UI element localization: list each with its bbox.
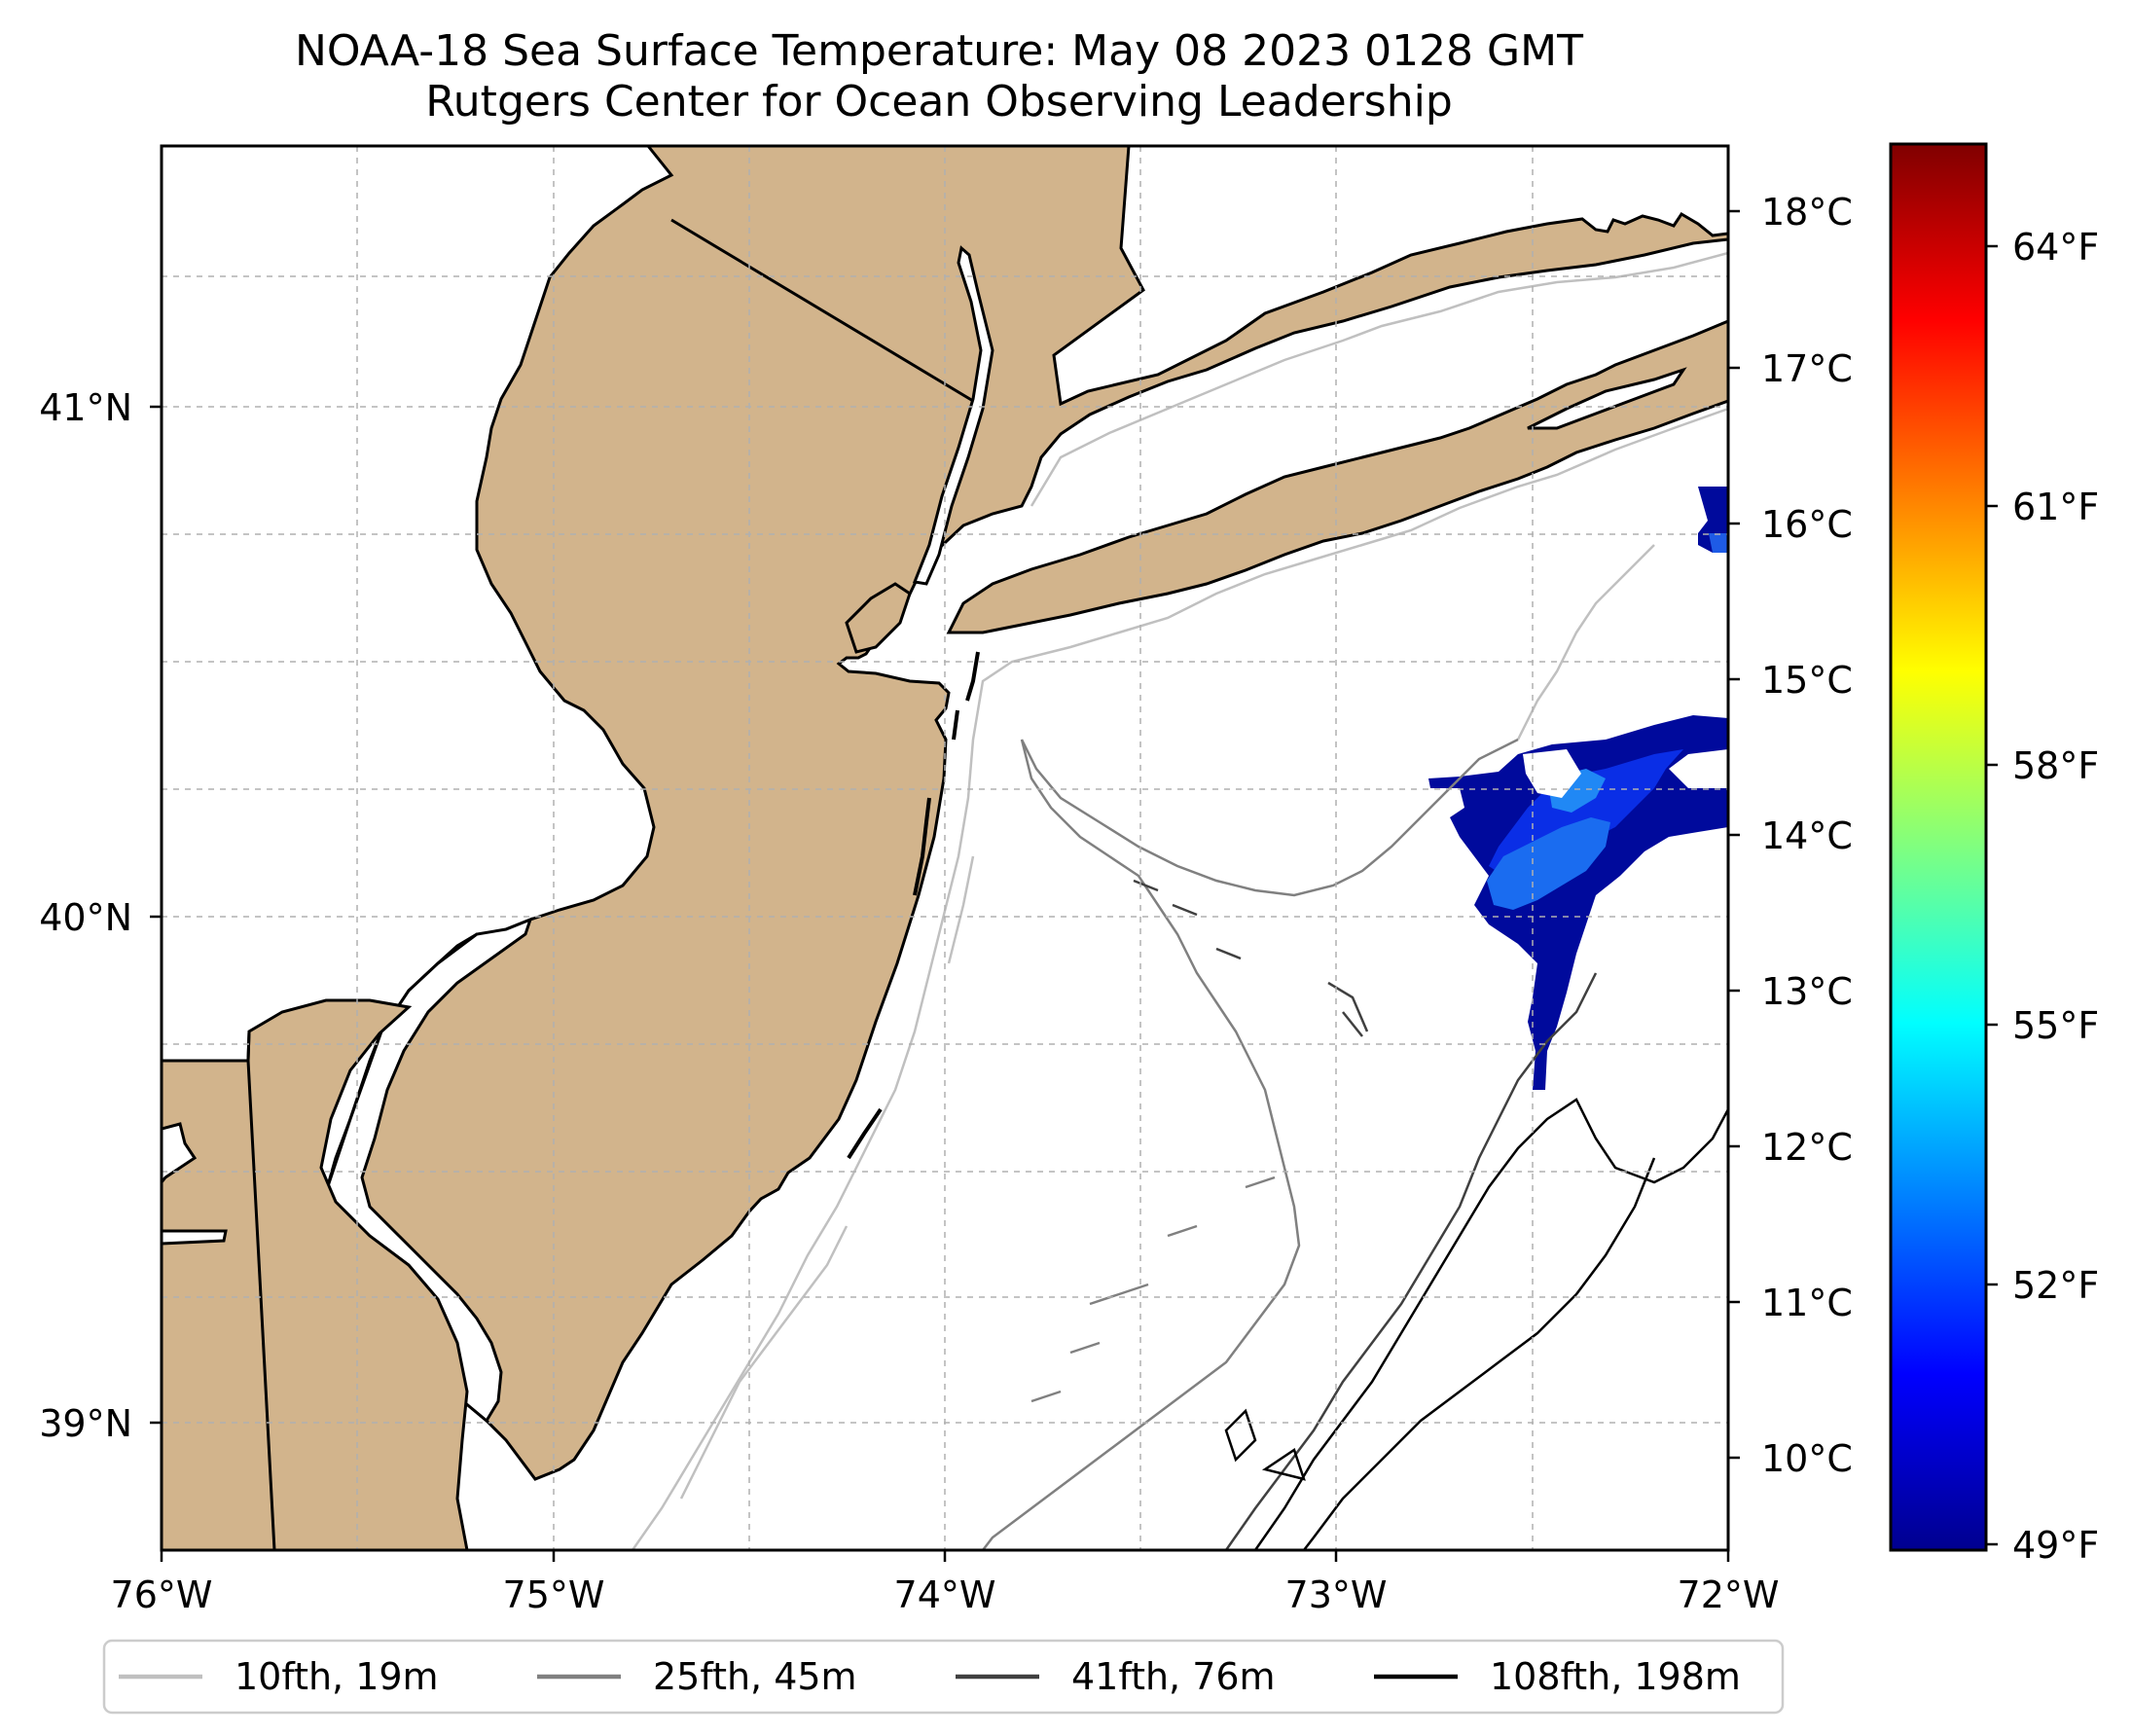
- celsius-tick-label: 18°C: [1761, 191, 1853, 234]
- land-mainland: [162, 146, 1728, 1481]
- chart-subtitle: Rutgers Center for Ocean Observing Leade…: [425, 77, 1453, 127]
- sst-patches: [1428, 487, 1728, 1090]
- celsius-tick-label: 14°C: [1761, 814, 1853, 857]
- fahrenheit-tick-label: 64°F: [2012, 226, 2099, 269]
- celsius-tick-label: 15°C: [1761, 659, 1853, 702]
- fahrenheit-tick-label: 61°F: [2012, 486, 2099, 528]
- isobath-108fth: [1224, 1098, 1728, 1550]
- land-delmarva: [162, 998, 469, 1550]
- celsius-tick-label: 16°C: [1761, 503, 1853, 546]
- land-long-island: [946, 319, 1728, 634]
- chesapeake: [162, 1122, 228, 1246]
- celsius-tick-label: 13°C: [1761, 970, 1853, 1013]
- celsius-tick-label: 17°C: [1761, 347, 1853, 390]
- legend-label: 10fth, 19m: [235, 1655, 439, 1698]
- fahrenheit-tick-label: 58°F: [2012, 744, 2099, 787]
- lat-tick-label: 39°N: [39, 1402, 132, 1445]
- map-ticks: [150, 209, 1740, 1562]
- lon-tick-label: 74°W: [894, 1573, 996, 1616]
- state-border: [162, 218, 984, 1550]
- map-area: [162, 146, 1728, 1550]
- lon-tick-label: 75°W: [503, 1573, 605, 1616]
- isobath-25fth: [982, 738, 1519, 1550]
- isobath-10fth: [631, 251, 1728, 1550]
- barrier-islands: [847, 651, 980, 1160]
- peconic-bay: [1527, 367, 1687, 430]
- map-gridlines: [162, 146, 1728, 1550]
- fahrenheit-tick-label: 55°F: [2012, 1004, 2099, 1047]
- fahrenheit-tick-label: 49°F: [2012, 1524, 2099, 1567]
- legend-label: 25fth, 45m: [653, 1655, 857, 1698]
- celsius-tick-label: 12°C: [1761, 1126, 1853, 1169]
- isobath-41fth: [1133, 879, 1598, 1550]
- fahrenheit-tick-label: 52°F: [2012, 1264, 2099, 1307]
- lat-tick-label: 41°N: [39, 386, 132, 429]
- chart-title: NOAA-18 Sea Surface Temperature: May 08 …: [295, 26, 1583, 76]
- lat-tick-label: 40°N: [39, 896, 132, 939]
- land-staten: [845, 582, 912, 654]
- colorbar: [1889, 142, 1988, 1552]
- legend-box: [102, 1639, 1785, 1715]
- legend-label: 41fth, 76m: [1071, 1655, 1276, 1698]
- legend-label: 108fth, 198m: [1490, 1655, 1741, 1698]
- hudson-river: [912, 245, 994, 586]
- lon-tick-label: 73°W: [1285, 1573, 1388, 1616]
- celsius-tick-label: 11°C: [1761, 1282, 1853, 1324]
- lon-tick-label: 72°W: [1678, 1573, 1780, 1616]
- lon-tick-label: 76°W: [111, 1573, 213, 1616]
- colorbar-ticks: [1986, 244, 1998, 1546]
- celsius-tick-label: 10°C: [1761, 1437, 1853, 1480]
- legend: 10fth, 19m 25fth, 45m 41fth, 76m 108fth,…: [102, 1639, 1785, 1715]
